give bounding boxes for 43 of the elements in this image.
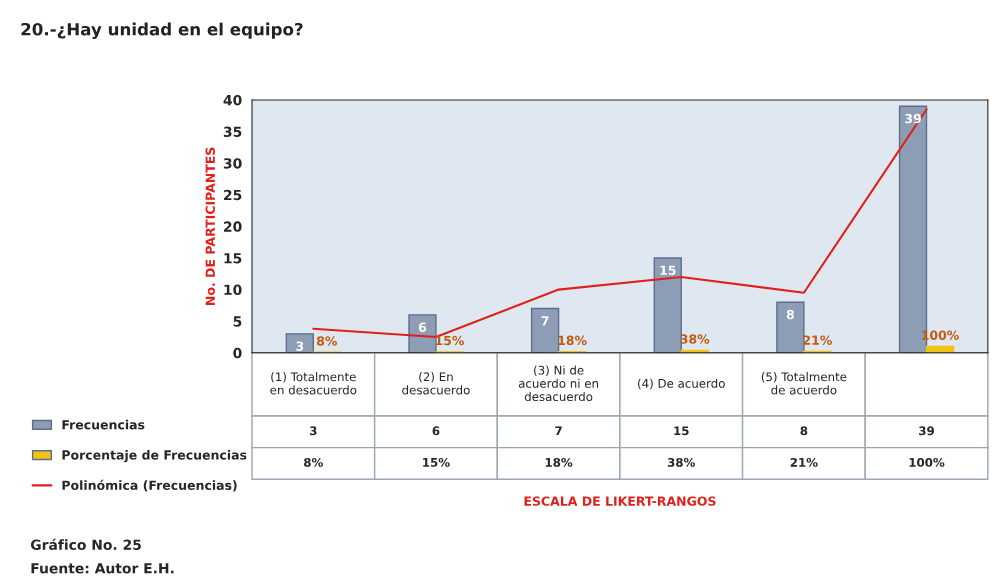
data-label: 8% <box>304 457 323 467</box>
data-label: 15% <box>423 457 450 467</box>
y-tick-label: 30 <box>223 158 242 169</box>
data-label: 3 <box>310 426 317 436</box>
text: ESCALA DE LIKERT-RANGOS <box>524 496 716 506</box>
x-tick-label: (4) De acuerdo <box>638 378 725 390</box>
text: Gráfico No. 25 <box>30 538 141 550</box>
y-tick-label: 5 <box>233 316 242 327</box>
data-label: 8 <box>800 426 808 436</box>
text: 3 <box>296 341 304 351</box>
source-note: Fuente: Autor E.H. <box>31 563 174 574</box>
x-tick-label: (1) Totalmente en desacuerdo <box>270 372 357 395</box>
text: 15 <box>660 265 676 276</box>
data-label: 21% <box>790 457 818 467</box>
x-tick-label: (2) En desacuerdo <box>402 372 470 395</box>
text: 8 <box>786 309 794 320</box>
y-axis-title: No. DE PARTICIPANTES <box>205 147 215 305</box>
y-tick-label: 20 <box>224 221 242 232</box>
data-label: 6 <box>432 426 440 436</box>
text: 15% <box>435 335 465 346</box>
text: 8% <box>316 336 338 346</box>
y-tick-label: 40 <box>223 94 242 106</box>
chart-title: 20.-¿Hay unidad en el equipo? <box>21 22 303 39</box>
data-label: 15 <box>674 426 689 436</box>
y-tick-label: 0 <box>233 347 242 359</box>
legend-label: Polinómica (Frecuencias) <box>62 479 237 492</box>
data-label: 39 <box>919 426 934 436</box>
data-label: 18% <box>545 457 573 467</box>
x-tick-label: (5) Totalmente de acuerdo <box>761 372 847 395</box>
x-tick-label: (3) Ni de acuerdo ni en desacuerdo <box>518 365 599 402</box>
text: 21% <box>803 335 832 345</box>
y-tick-label: 10 <box>224 284 242 296</box>
data-label: 7 <box>555 426 562 436</box>
text: 6 <box>418 322 427 332</box>
y-tick-label: 25 <box>224 189 242 201</box>
legend-label: Porcentaje de Frecuencias <box>62 449 247 463</box>
text: 38% <box>680 334 710 344</box>
data-label: 100% <box>909 457 945 467</box>
text: 7 <box>541 316 549 326</box>
legend-label: Frecuencias <box>62 419 145 430</box>
y-tick-label: 35 <box>223 126 242 138</box>
data-label: 38% <box>667 457 695 467</box>
y-tick-label: 15 <box>224 253 242 264</box>
